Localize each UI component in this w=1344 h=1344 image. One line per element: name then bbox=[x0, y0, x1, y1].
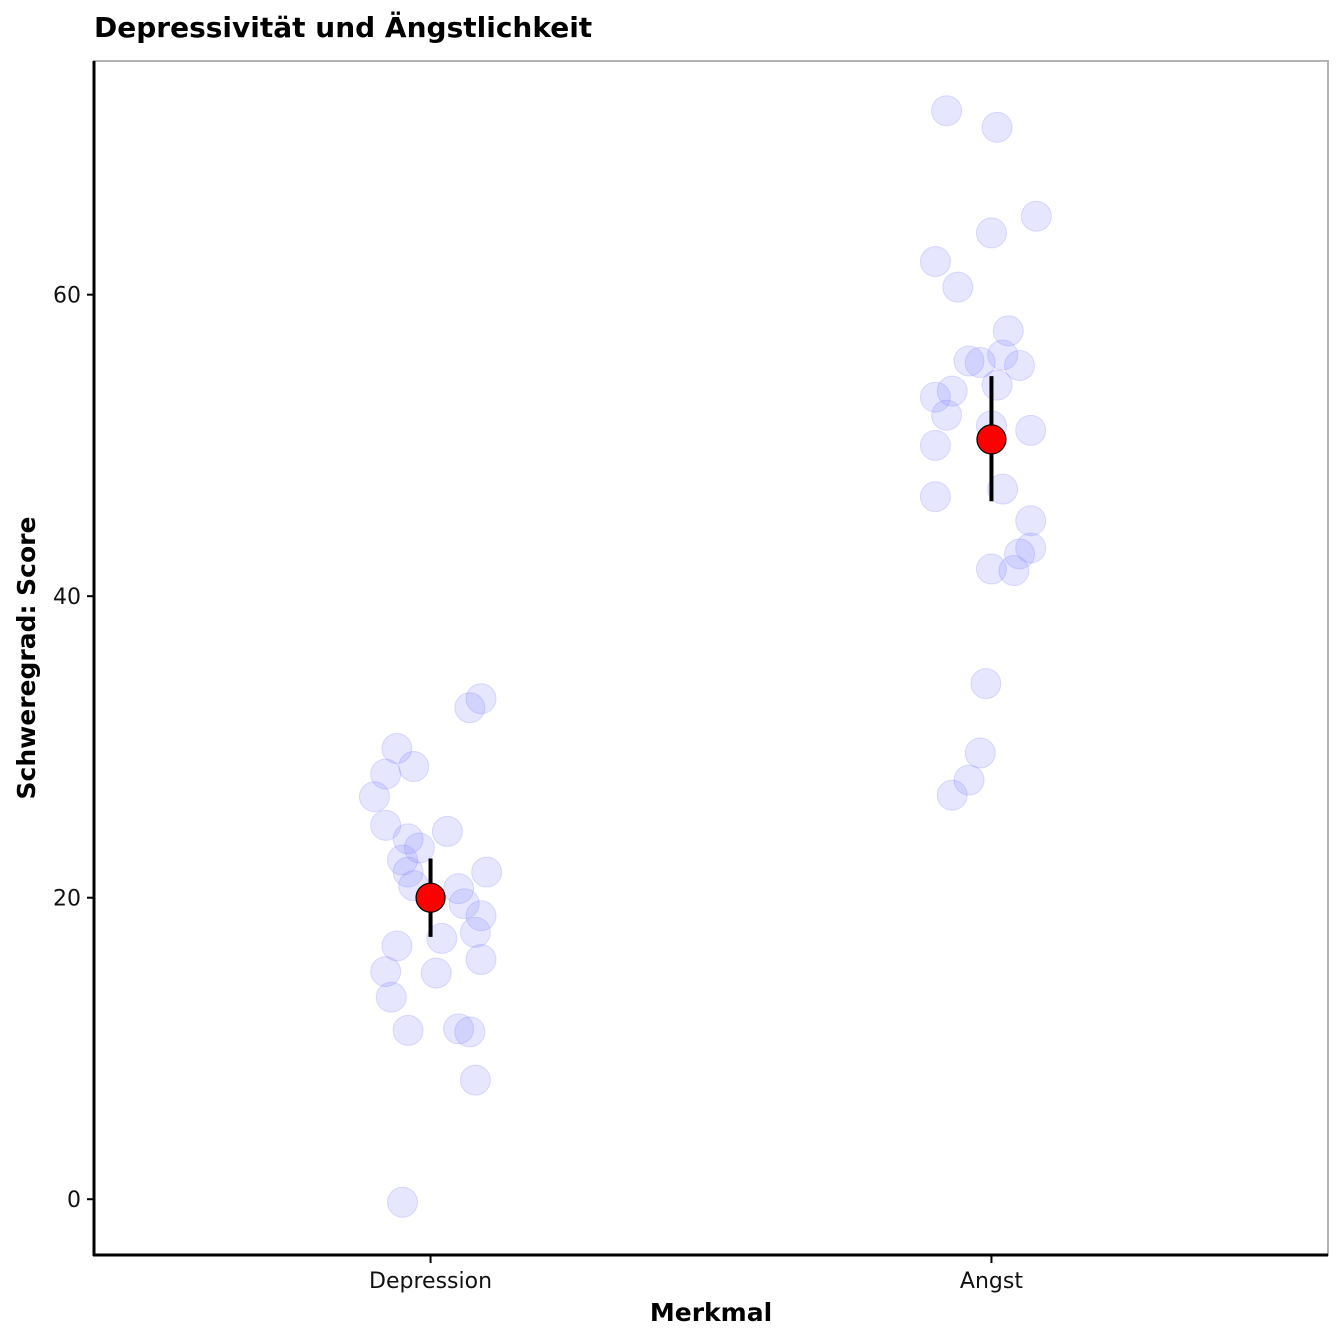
data-point bbox=[392, 823, 424, 855]
x-tick-label: Depression bbox=[369, 1269, 492, 1294]
y-tick-label: 40 bbox=[53, 585, 81, 610]
data-point bbox=[931, 95, 963, 127]
data-point bbox=[454, 692, 486, 724]
data-point bbox=[471, 856, 503, 888]
summary-layer bbox=[415, 376, 1007, 937]
data-point bbox=[443, 1013, 475, 1045]
data-point bbox=[975, 553, 1007, 585]
data-point bbox=[381, 732, 413, 764]
data-point bbox=[1015, 532, 1047, 564]
data-point bbox=[919, 246, 951, 278]
data-point bbox=[953, 345, 985, 377]
y-tick-label: 20 bbox=[53, 887, 81, 912]
data-point bbox=[426, 922, 458, 954]
data-point bbox=[987, 473, 1019, 505]
data-point bbox=[919, 429, 951, 461]
data-point bbox=[953, 764, 985, 796]
x-axis-title: Merkmal bbox=[650, 1298, 772, 1327]
data-point bbox=[942, 271, 974, 303]
data-point bbox=[919, 481, 951, 513]
y-tick-label: 0 bbox=[67, 1188, 81, 1213]
data-point bbox=[987, 339, 1019, 371]
data-point bbox=[370, 758, 402, 790]
plot-panel bbox=[93, 60, 1329, 1256]
data-point bbox=[392, 1014, 424, 1046]
data-point bbox=[443, 873, 475, 905]
y-tick-label: 60 bbox=[53, 284, 81, 309]
data-point bbox=[403, 832, 435, 864]
data-point bbox=[975, 217, 1007, 249]
data-point bbox=[970, 668, 1002, 700]
data-point bbox=[398, 751, 430, 783]
data-point bbox=[465, 900, 497, 932]
data-point bbox=[370, 956, 402, 988]
data-point bbox=[454, 1016, 486, 1048]
data-point bbox=[1015, 414, 1047, 446]
data-point bbox=[387, 844, 418, 876]
data-point bbox=[431, 815, 463, 847]
data-point bbox=[1004, 538, 1035, 570]
data-point bbox=[459, 1064, 491, 1096]
chart-title: Depressivität und Ängstlichkeit bbox=[94, 10, 592, 44]
mean-point bbox=[415, 882, 446, 913]
data-point bbox=[465, 944, 497, 976]
data-point bbox=[375, 981, 407, 1013]
data-point bbox=[964, 737, 996, 769]
data-point bbox=[420, 957, 452, 989]
mean-point bbox=[976, 424, 1007, 455]
x-ticks: Depression Angst bbox=[369, 1255, 1023, 1294]
data-point bbox=[992, 315, 1024, 347]
data-point bbox=[465, 683, 497, 715]
data-point bbox=[1004, 350, 1035, 382]
data-point bbox=[1015, 505, 1047, 537]
data-point bbox=[1020, 200, 1052, 232]
data-point bbox=[459, 916, 491, 948]
data-point bbox=[370, 809, 402, 841]
data-point bbox=[936, 375, 968, 407]
y-axis-title: Schweregrad: Score bbox=[12, 517, 41, 800]
y-ticks: 0 20 40 60 bbox=[53, 284, 94, 1213]
data-point bbox=[392, 856, 424, 888]
data-point bbox=[387, 1186, 418, 1218]
data-point bbox=[358, 781, 390, 813]
x-tick-label: Angst bbox=[960, 1269, 1023, 1294]
data-point bbox=[998, 555, 1030, 587]
data-point bbox=[981, 111, 1013, 143]
data-point bbox=[964, 347, 996, 379]
data-point bbox=[381, 930, 413, 962]
data-point bbox=[936, 779, 968, 811]
data-point bbox=[448, 888, 480, 920]
data-point bbox=[931, 399, 963, 431]
data-point bbox=[919, 381, 951, 413]
